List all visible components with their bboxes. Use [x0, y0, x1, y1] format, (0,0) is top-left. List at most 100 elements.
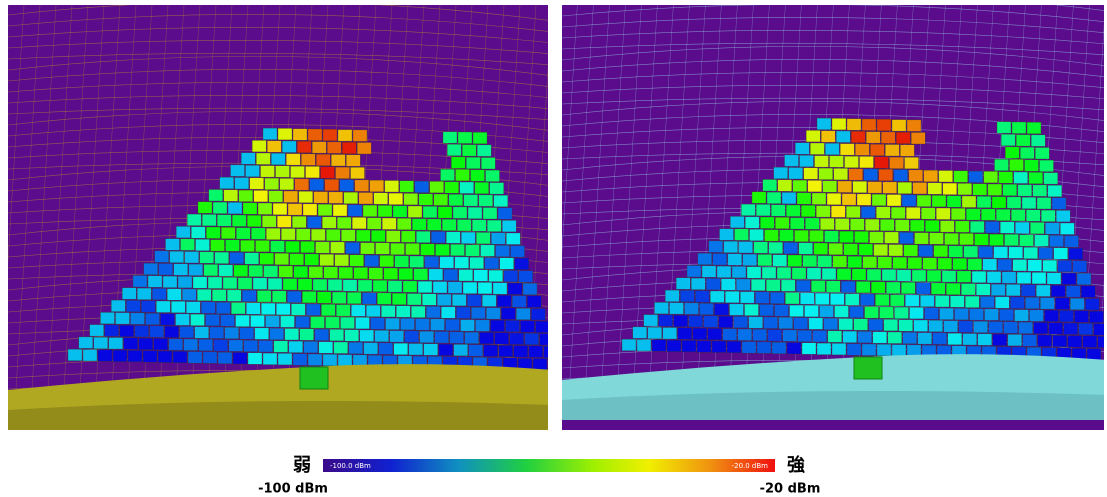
signal-cell	[498, 208, 512, 220]
signal-cell	[203, 352, 217, 364]
signal-cell	[979, 246, 993, 257]
signal-cell	[1001, 134, 1015, 146]
signal-cell	[330, 329, 344, 341]
signal-cell	[1003, 184, 1017, 196]
signal-cell	[1006, 284, 1020, 296]
signal-cell	[774, 167, 788, 179]
figure: 弱 -100.0 dBm -20.0 dBm 強 -100 dBm -20 dB…	[0, 0, 1107, 497]
signal-cell	[458, 132, 472, 144]
signal-cell	[764, 317, 778, 329]
signal-cell	[1068, 336, 1082, 348]
signal-cell	[364, 343, 378, 355]
signal-cell	[1087, 349, 1101, 361]
signal-cell	[296, 316, 310, 328]
signal-cell	[909, 170, 923, 182]
signal-cell	[272, 291, 286, 303]
signal-cell	[486, 308, 500, 320]
signal-cell	[830, 293, 844, 305]
signal-cell	[540, 334, 554, 346]
signal-cell	[808, 180, 822, 192]
signal-cell	[1043, 260, 1057, 272]
signal-cell	[723, 329, 737, 341]
signal-cell	[206, 314, 220, 326]
signal-cell	[83, 350, 97, 362]
signal-cell	[824, 318, 838, 330]
signal-cell	[516, 308, 530, 320]
signal-cell	[290, 254, 304, 266]
signal-cell	[521, 321, 535, 333]
signal-cell	[479, 195, 493, 207]
signal-cell	[295, 179, 309, 191]
signal-cell	[318, 204, 332, 216]
signal-cell	[323, 129, 337, 141]
signal-cell	[396, 306, 410, 318]
signal-cell	[719, 316, 733, 328]
signal-cell	[1033, 185, 1047, 197]
signal-cell	[186, 302, 200, 314]
signal-cell	[796, 280, 810, 292]
signal-cell	[797, 193, 811, 205]
signal-cell	[1011, 210, 1025, 222]
signal-cell	[836, 131, 850, 143]
signal-cell	[230, 252, 244, 264]
signal-cell	[421, 244, 435, 256]
signal-cell	[148, 276, 162, 288]
signal-cell	[895, 220, 909, 232]
signal-cell	[702, 266, 716, 278]
signal-cell	[98, 350, 112, 362]
signal-cell	[917, 195, 931, 207]
signal-cell	[273, 203, 287, 215]
signal-cell	[872, 194, 886, 206]
signal-cell	[845, 156, 859, 168]
signal-cell	[670, 303, 684, 315]
signal-cell	[955, 221, 969, 233]
signal-cell	[254, 190, 268, 202]
signal-cell	[1055, 298, 1069, 310]
signal-cell	[261, 303, 275, 315]
signal-cell	[382, 218, 396, 230]
signal-cell	[890, 295, 904, 307]
signal-cell	[924, 170, 938, 182]
left-render	[0, 1, 568, 430]
signal-cell	[465, 332, 479, 344]
signal-cell	[257, 291, 271, 303]
signal-cell	[495, 333, 509, 345]
signal-cell	[191, 227, 205, 239]
transmitter	[854, 357, 882, 379]
signal-cell	[655, 302, 669, 314]
signal-cell	[742, 342, 756, 354]
signal-cell	[837, 269, 851, 281]
signal-cell	[451, 157, 465, 169]
signal-cell	[277, 216, 291, 228]
signal-cell	[474, 270, 488, 282]
signal-cell	[321, 167, 335, 179]
signal-cell	[443, 132, 457, 144]
signal-cell	[397, 218, 411, 230]
signal-cell	[379, 343, 393, 355]
signal-cell	[167, 289, 181, 301]
signal-cell	[263, 353, 277, 365]
signal-cell	[487, 220, 501, 232]
signal-cell	[309, 267, 323, 279]
signal-cell	[862, 119, 876, 131]
signal-cell	[760, 217, 774, 229]
signal-cell	[938, 258, 952, 270]
signal-cell	[830, 156, 844, 168]
signal-cell	[1005, 234, 1019, 246]
signal-cell	[390, 331, 404, 343]
signal-cell	[866, 132, 880, 144]
signal-cell	[470, 257, 484, 269]
signal-cell	[286, 241, 300, 253]
signal-cell	[880, 307, 894, 319]
signal-cell	[291, 304, 305, 316]
signal-cell	[846, 206, 860, 218]
signal-cell	[294, 266, 308, 278]
signal-cell	[949, 246, 963, 258]
signal-cell	[767, 192, 781, 204]
signal-cell	[407, 294, 421, 306]
signal-cell	[454, 344, 468, 356]
signal-cell	[113, 350, 127, 362]
signal-cell	[790, 218, 804, 230]
signal-cell	[270, 328, 284, 340]
signal-cell	[109, 338, 123, 350]
